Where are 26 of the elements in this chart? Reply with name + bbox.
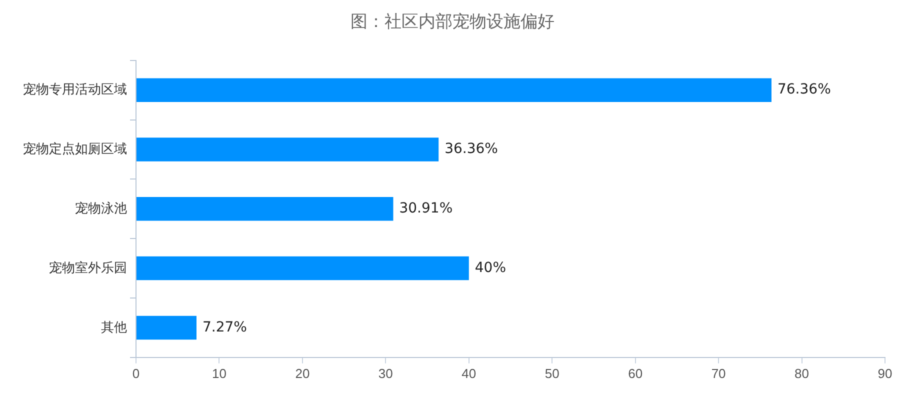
bar bbox=[136, 138, 439, 162]
bar bbox=[136, 316, 197, 340]
bar bbox=[136, 78, 772, 102]
y-tick-label: 宠物室外乐园 bbox=[49, 260, 127, 275]
data-label: 36.36% bbox=[444, 141, 498, 158]
y-tick-label: 其他 bbox=[101, 319, 127, 334]
chart-title: 图：社区内部宠物设施偏好 bbox=[350, 12, 554, 31]
x-tick-label: 80 bbox=[794, 366, 810, 381]
bar bbox=[136, 256, 469, 280]
y-tick-label: 宠物泳池 bbox=[75, 200, 127, 216]
y-tick-label: 宠物专用活动区域 bbox=[23, 82, 127, 97]
x-tick-label: 60 bbox=[628, 366, 643, 381]
data-label: 30.91% bbox=[399, 200, 453, 217]
data-label: 40% bbox=[474, 260, 506, 276]
x-tick-label: 0 bbox=[132, 366, 140, 381]
x-tick-label: 30 bbox=[378, 366, 393, 381]
bar bbox=[136, 197, 394, 221]
x-tick-label: 70 bbox=[711, 366, 726, 381]
x-tick-label: 90 bbox=[878, 366, 892, 381]
data-label: 7.27% bbox=[202, 319, 247, 336]
x-tick-label: 40 bbox=[462, 366, 476, 381]
data-label: 76.36% bbox=[777, 82, 831, 98]
x-tick-label: 10 bbox=[212, 366, 226, 381]
x-tick-label: 50 bbox=[544, 366, 560, 381]
x-tick-label: 20 bbox=[295, 366, 310, 381]
y-tick-label: 宠物定点如厕区域 bbox=[23, 141, 127, 156]
